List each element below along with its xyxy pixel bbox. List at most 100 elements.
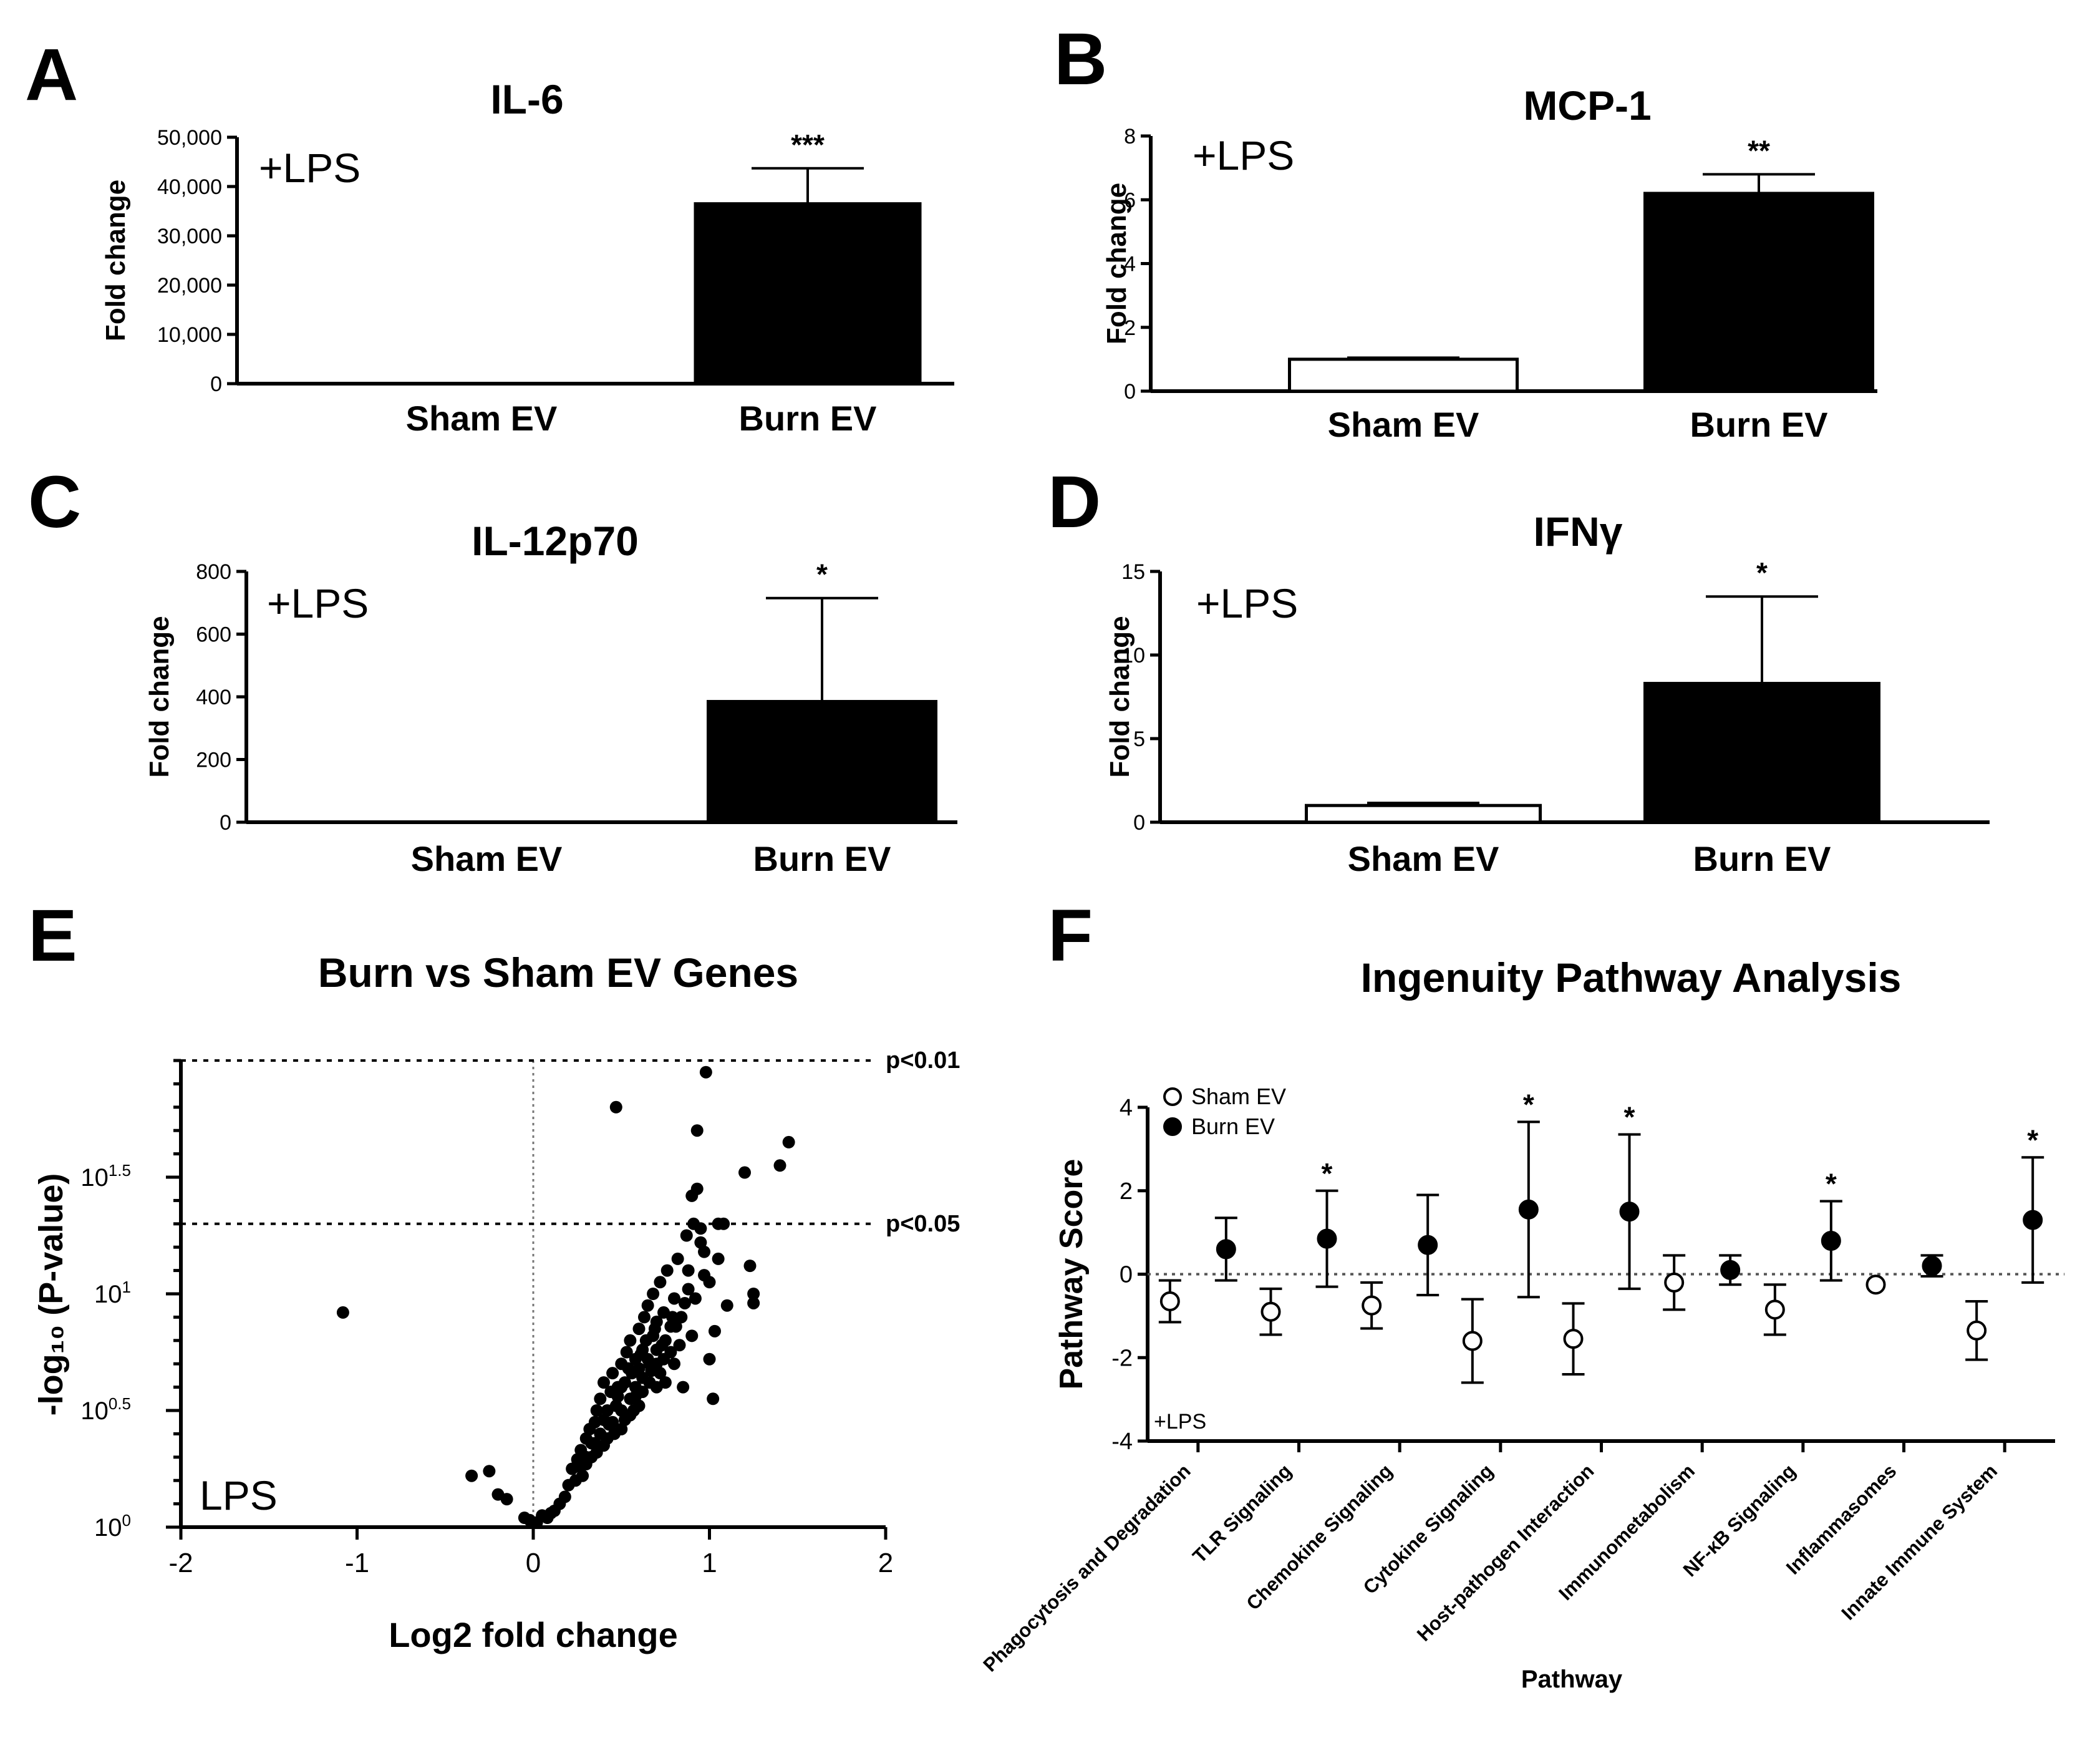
gene-point — [483, 1465, 496, 1478]
y-tick-label: 0 — [210, 372, 222, 396]
category-label: Sham EV — [411, 839, 563, 878]
y-tick-label: 2 — [1124, 316, 1136, 340]
x-tick-label: -2 — [168, 1548, 193, 1578]
significance-marker: * — [2027, 1124, 2038, 1156]
chart-title: Ingenuity Pathway Analysis — [1361, 954, 1902, 1001]
category-label: Sham EV — [1328, 405, 1479, 444]
gene-point — [609, 1100, 622, 1114]
gene-point — [465, 1469, 478, 1482]
gene-point — [699, 1066, 712, 1079]
category-label: Burn EV — [1693, 839, 1831, 878]
sham-ev-point — [1664, 1272, 1685, 1293]
y-tick-label: 10 — [1121, 644, 1145, 668]
gene-point — [743, 1260, 757, 1273]
chart-title: Burn vs Sham EV Genes — [318, 949, 798, 996]
sham-ev-point — [1865, 1274, 1886, 1295]
gene-point — [680, 1229, 693, 1242]
panel-letter-f: F — [1048, 895, 1093, 977]
sham-ev-point — [1462, 1331, 1483, 1351]
bar-burn-ev — [694, 202, 922, 386]
threshold-label: p<0.05 — [886, 1211, 960, 1237]
y-tick-label: -4 — [1111, 1429, 1133, 1455]
y-tick-label: 0 — [1133, 811, 1145, 835]
gene-point — [773, 1159, 786, 1172]
gene-point — [675, 1311, 688, 1324]
category-label: Burn EV — [753, 839, 891, 878]
sham-ev-point — [1260, 1301, 1281, 1322]
bar-sham-ev — [1288, 357, 1519, 393]
significance-marker: * — [1826, 1167, 1837, 1200]
y-axis-label: Fold change — [100, 180, 131, 341]
x-tick-label: 0 — [526, 1548, 541, 1578]
gene-point — [336, 1306, 349, 1319]
pathway-label: TLR Signaling — [1188, 1460, 1295, 1567]
gene-point — [720, 1299, 733, 1312]
significance-marker: ** — [1748, 134, 1770, 167]
y-axis-label: -log₁₀ (P-value) — [32, 1173, 70, 1416]
gene-point — [573, 1460, 586, 1473]
lps-label: +LPS — [267, 580, 369, 626]
gene-point — [639, 1334, 652, 1347]
gene-point — [690, 1182, 704, 1195]
lps-label: +LPS — [1193, 132, 1294, 178]
panel-letter-a: A — [25, 34, 78, 116]
significance-marker: * — [816, 558, 828, 591]
gene-point — [712, 1252, 725, 1265]
lps-label: +LPS — [1154, 1410, 1206, 1434]
sham-ev-point — [1563, 1329, 1584, 1349]
gene-point — [689, 1292, 702, 1305]
gene-point — [657, 1352, 670, 1366]
gene-point — [632, 1323, 646, 1336]
burn-ev-point — [1720, 1260, 1741, 1280]
gene-point — [602, 1418, 616, 1431]
gene-point — [594, 1392, 607, 1405]
burn-ev-point — [1922, 1256, 1942, 1276]
pathway-label: Inflammasomes — [1782, 1460, 1900, 1578]
y-tick-label: 2 — [1120, 1178, 1133, 1205]
gene-point — [634, 1348, 647, 1361]
y-tick-label: 0 — [1124, 380, 1136, 404]
category-label: Burn EV — [1690, 405, 1828, 444]
gene-point — [690, 1124, 704, 1137]
sham-ev-point — [1967, 1320, 1987, 1341]
bar-chart-il6: IL-6 +LPS Fold change 0 10,000 20,000 30,000 40… — [100, 76, 954, 438]
bar-burn-ev — [1643, 682, 1880, 824]
gene-point — [669, 1320, 682, 1333]
lps-label: LPS — [200, 1472, 278, 1518]
gene-point — [677, 1381, 690, 1394]
y-axis-label: Fold change — [144, 616, 175, 777]
y-axis-label: Fold change — [1105, 616, 1135, 777]
pathway-score-plot: Ingenuity Pathway Analysis Pathway Score P… — [979, 954, 2064, 1693]
panel-letter-e: E — [28, 895, 77, 977]
significance-marker: *** — [791, 129, 825, 161]
chart-title: IFNγ — [1533, 508, 1622, 555]
threshold-label: p<0.01 — [886, 1047, 960, 1074]
gene-point — [694, 1222, 707, 1235]
x-axis-label: Log2 fold change — [389, 1615, 678, 1654]
gene-point — [618, 1413, 631, 1426]
pathway-label: Phagocytosis and Degradation — [979, 1460, 1194, 1676]
y-tick-label: 100.5 — [80, 1394, 131, 1425]
x-tick-label: 1 — [702, 1548, 717, 1578]
gene-point — [703, 1352, 716, 1366]
y-tick-label: 8 — [1124, 125, 1136, 148]
y-tick-label: 10,000 — [157, 323, 222, 347]
gene-point — [500, 1493, 513, 1506]
y-tick-label: 101 — [94, 1278, 131, 1308]
y-tick-label: 30,000 — [157, 225, 222, 248]
gene-point — [629, 1390, 642, 1403]
gene-point — [685, 1329, 699, 1342]
gene-point — [738, 1166, 751, 1179]
gene-point — [682, 1264, 695, 1277]
gene-point — [678, 1296, 691, 1309]
burn-ev-point — [1619, 1202, 1640, 1222]
y-tick-label: 0 — [220, 811, 231, 835]
bar-chart-ifng: IFNγ +LPS Fold change 0 5 10 15 Sham EV * Burn EV — [1105, 508, 1990, 878]
gene-point — [598, 1376, 610, 1389]
gene-point — [717, 1217, 730, 1230]
burn-ev-point — [1418, 1235, 1438, 1255]
category-label: Sham EV — [1348, 839, 1499, 878]
gene-point — [708, 1324, 721, 1337]
panel-letter-d: D — [1048, 461, 1101, 543]
gene-point — [682, 1283, 695, 1296]
